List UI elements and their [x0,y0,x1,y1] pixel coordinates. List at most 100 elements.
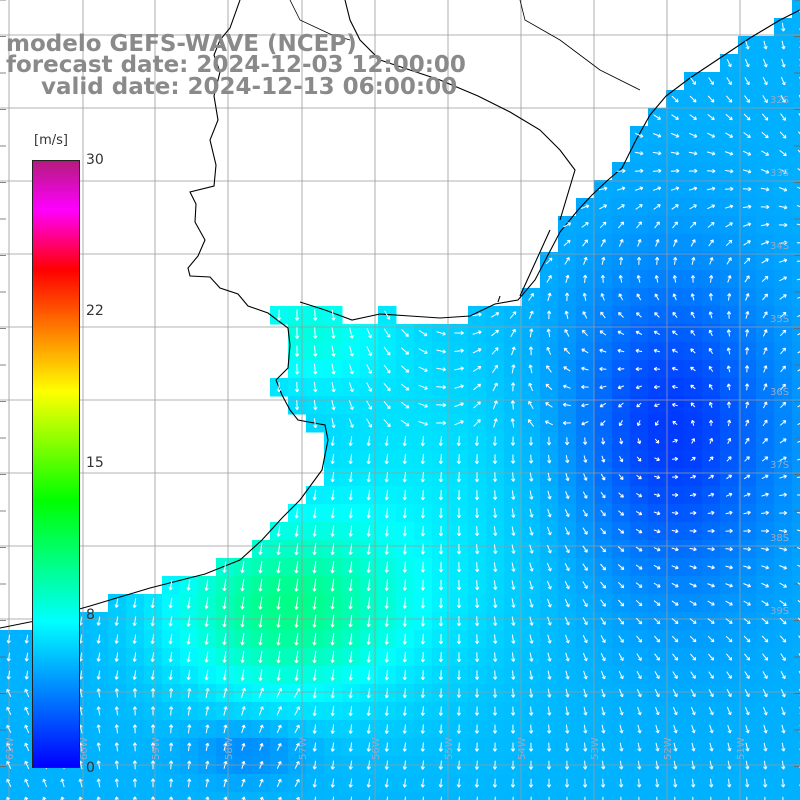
wind-arrow [438,778,443,788]
wind-arrow [707,95,715,103]
wind-arrow [402,454,407,465]
wind-arrow [474,526,480,537]
wind-arrow [654,475,661,480]
wind-arrow [168,579,173,591]
wind-arrow [707,492,715,497]
wind-arrow [636,456,642,462]
wind-arrow [330,596,335,610]
wind-arrow [313,418,318,429]
wind-arrow [689,221,697,229]
wind-arrow [511,526,516,536]
wind-arrow [276,687,283,698]
wind-arrow [779,311,787,318]
longitude-labels: 61W 60W 59W 58W 57W 56W 55W 54W 53W 52W 51W [5,737,747,760]
wind-arrow [456,634,462,645]
wind-arrow [186,615,191,627]
wind-arrow [779,617,787,625]
wind-arrow [709,778,714,788]
wind-arrow [420,670,425,681]
wind-arrow [348,651,353,663]
wind-arrow [635,348,643,353]
lat-label: 38S [770,533,789,544]
wind-arrow [276,724,282,734]
wind-arrow [348,561,353,574]
wind-arrow [743,132,751,138]
wind-arrow [601,256,606,265]
wind-cell [792,792,800,800]
wind-arrow [456,670,462,680]
wind-arrow [475,562,480,573]
wind-arrow [493,544,498,555]
wind-arrow [762,76,768,86]
wind-arrow [708,293,714,301]
wind-arrow [366,454,371,465]
wind-arrow [510,760,516,770]
wind-arrow [746,796,748,800]
wind-arrow [672,420,678,426]
wind-arrow [222,597,227,610]
wind-arrow [653,186,662,191]
wind-arrow [547,508,552,518]
wind-arrow [168,652,173,663]
wind-arrow [187,687,192,698]
wind-arrow [653,330,661,336]
wind-arrow [726,689,732,698]
wind-arrow [763,40,768,50]
wind-arrow [708,401,713,408]
wind-arrow [653,529,661,534]
wind-arrow [634,168,644,173]
wind-arrow [456,526,462,537]
wind-arrow [760,187,770,192]
wind-arrow [760,204,770,210]
wind-arrow [706,186,716,191]
wind-arrow [761,240,770,245]
wind-arrow [581,384,589,390]
wind-arrow [706,168,716,174]
wind-arrow [222,633,227,646]
wind-arrow [601,688,606,698]
wind-arrow [24,670,29,680]
wind-arrow [491,329,499,337]
wind-cell [792,180,800,199]
wind-arrow [204,633,209,645]
wind-arrow [545,257,553,265]
wind-arrow [780,688,786,698]
wind-arrow [276,525,281,537]
wind-arrow [510,436,516,446]
wind-arrow [582,527,588,535]
wind-cell [414,792,433,800]
wind-arrow [797,547,800,550]
wind-arrow [762,401,768,409]
wind-arrow [384,724,389,734]
wind-arrow [420,489,426,501]
wind-arrow [491,347,499,355]
wind-arrow [454,402,464,408]
wind-arrow [724,169,734,174]
wind-arrow [581,329,588,337]
wind-arrow [438,633,444,645]
wind-arrow [384,310,391,320]
wind-arrow [511,670,516,680]
wind-arrow [599,330,607,336]
wind-arrow [258,632,263,646]
wind-arrow [707,204,716,210]
wind-cell [792,468,800,487]
wind-arrow [581,348,589,354]
wind-arrow [330,778,335,788]
wind-arrow [726,58,732,68]
wind-arrow [546,365,552,373]
wind-arrow [673,724,678,734]
wind-arrow [635,564,643,570]
wind-arrow [797,476,800,478]
wind-arrow [779,329,787,337]
wind-arrow [690,474,697,479]
wind-arrow [583,455,588,463]
wind-cell [792,126,800,145]
wind-arrow [150,670,155,680]
wind-cell [432,792,451,800]
wind-arrow [546,580,552,590]
wind-arrow [672,330,678,336]
wind-arrow [618,221,625,229]
wind-cell [792,720,800,739]
